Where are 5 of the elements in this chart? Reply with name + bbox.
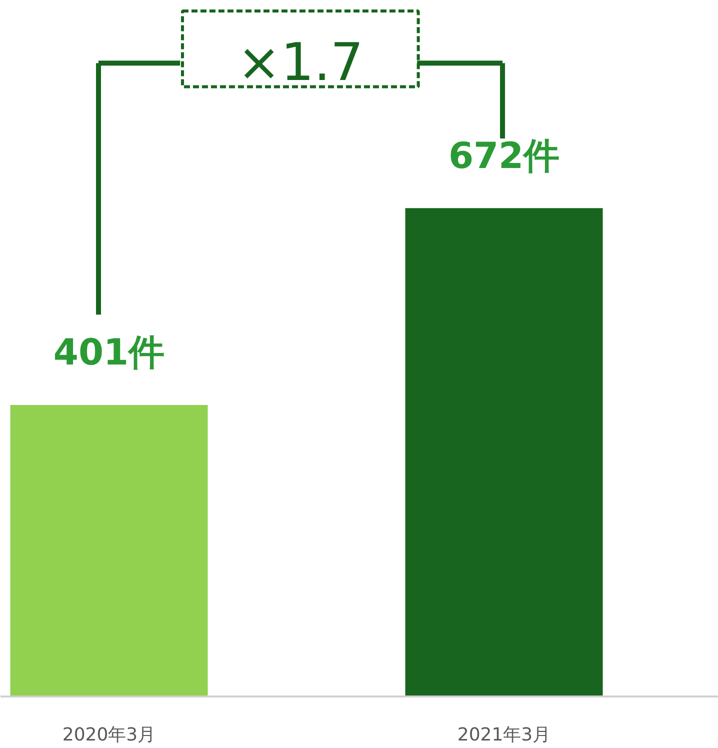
x-tick-label: 2021年3月	[457, 724, 551, 746]
data-label: 401件	[53, 332, 165, 374]
x-tick-label: 2020年3月	[62, 724, 156, 746]
text: ×1.7	[237, 33, 364, 94]
data-label: 672件	[448, 136, 560, 177]
